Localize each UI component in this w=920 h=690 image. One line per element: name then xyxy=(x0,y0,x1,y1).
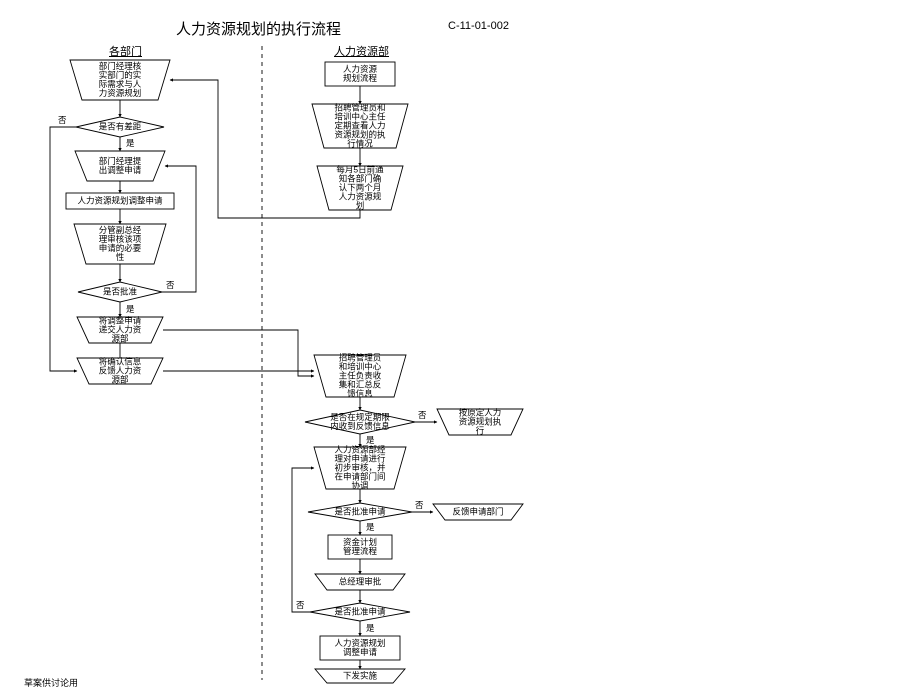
node-label: 调整申请 xyxy=(343,647,378,657)
edge-label: 否 xyxy=(418,410,427,420)
edge-label: 是 xyxy=(366,435,375,445)
flowchart-canvas: 部门经理核实部门的实际需求与人力资源规划是否有差距部门经理提出调整申请人力资源规… xyxy=(0,0,920,690)
node-label: 下发实施 xyxy=(343,670,378,680)
node-label: 馈信息 xyxy=(347,388,373,398)
node-label: 总经理审批 xyxy=(339,576,382,586)
node-label: 协调 xyxy=(351,480,368,490)
node-label: 反馈申请部门 xyxy=(452,506,503,516)
edge-label: 否 xyxy=(415,500,424,510)
node-label: 划 xyxy=(356,200,365,210)
node-label: 出调整申请 xyxy=(99,165,142,175)
edge-label: 是 xyxy=(126,138,135,148)
node-label: 内收到反馈信息 xyxy=(330,421,390,431)
node-label: 是否有差距 xyxy=(99,121,142,131)
edge-label: 否 xyxy=(58,115,67,125)
edge-label: 是 xyxy=(366,522,375,532)
edge-label: 否 xyxy=(296,600,305,610)
node-label: 规划流程 xyxy=(343,73,378,83)
node-label: 源部 xyxy=(111,333,129,343)
node-label: 管理流程 xyxy=(343,546,378,556)
node-label: 力资源规划 xyxy=(99,88,142,98)
edge-label: 是 xyxy=(366,623,375,633)
node-label: 人力资源规划调整申请 xyxy=(77,195,163,205)
edge-label: 是 xyxy=(126,304,135,314)
node-label: 是否批准申请 xyxy=(334,606,386,616)
flow-edge xyxy=(162,166,196,292)
node-label: 源部 xyxy=(111,374,129,384)
node-label: 是否批准申请 xyxy=(334,506,386,516)
node-label: 性 xyxy=(116,252,125,262)
node-label: 行 xyxy=(476,425,485,435)
node-label: 行情况 xyxy=(347,138,373,148)
flow-edge xyxy=(163,330,314,376)
flow-edge xyxy=(50,127,77,371)
edge-label: 否 xyxy=(166,280,175,290)
flow-edge xyxy=(292,468,314,612)
node-label: 是否批准 xyxy=(103,286,138,296)
